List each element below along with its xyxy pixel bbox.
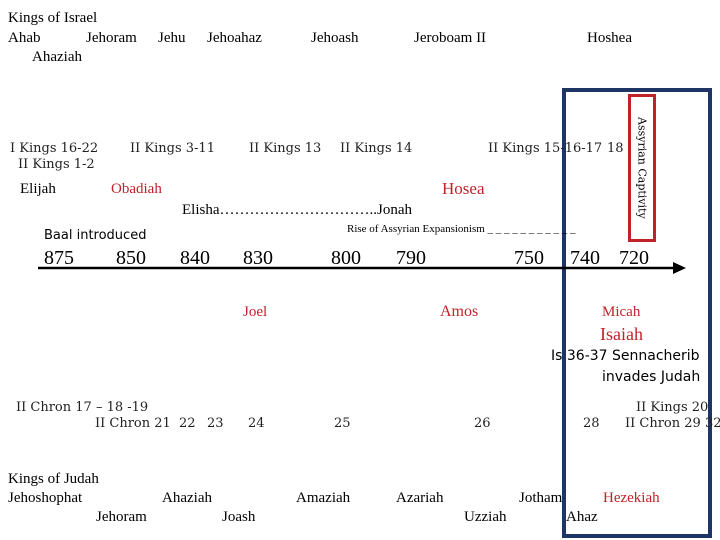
israel-king-jehoram: Jehoram bbox=[86, 30, 137, 46]
year-720: 720 bbox=[619, 247, 649, 269]
judah-king-azariah: Azariah bbox=[396, 490, 444, 506]
assyrian-captivity-label: Assyrian Captivity bbox=[635, 117, 649, 219]
judah-king-hezekiah: Hezekiah bbox=[603, 490, 660, 506]
ref-2chron-21: II Chron 21 bbox=[95, 416, 171, 431]
israel-king-jehoahaz: Jehoahaz bbox=[207, 30, 262, 46]
israel-heading: Kings of Israel bbox=[8, 10, 98, 26]
judah-king-uzziah: Uzziah bbox=[464, 509, 507, 525]
year-840: 840 bbox=[180, 247, 210, 269]
israel-king-hoshea: Hoshea bbox=[587, 30, 632, 46]
prophet-isaiah: Isaiah bbox=[600, 324, 643, 344]
year-790: 790 bbox=[396, 247, 426, 269]
judah-king-ahaziah: Ahaziah bbox=[162, 490, 212, 506]
judah-king-amaziah: Amaziah bbox=[296, 490, 351, 506]
ref-2chron-29-32: II Chron 29 32 bbox=[625, 416, 720, 431]
ref-2kings-3-11: II Kings 3-11 bbox=[130, 141, 215, 156]
ref-2kings-1-2: II Kings 1-2 bbox=[18, 157, 95, 172]
event-assyrian-expansion: Rise of Assyrian Expansionism _ _ _ _ _ … bbox=[347, 223, 576, 235]
prophet-amos: Amos bbox=[440, 303, 479, 320]
event-sennacherib-line2: invades Judah bbox=[602, 369, 701, 385]
year-875: 875 bbox=[44, 247, 74, 269]
prophet-joel: Joel bbox=[243, 304, 268, 320]
judah-king-joash: Joash bbox=[222, 509, 256, 525]
ref-2chron-26: 26 bbox=[474, 416, 491, 431]
judah-king-jehoshophat: Jehoshophat bbox=[8, 490, 83, 506]
ref-2chron-25: 25 bbox=[334, 416, 351, 431]
judah-king-ahaz: Ahaz bbox=[566, 509, 598, 525]
israel-king-jeroboam-ii: Jeroboam II bbox=[414, 30, 487, 46]
assyrian-captivity-box bbox=[628, 94, 656, 242]
judah-heading: Kings of Judah bbox=[8, 471, 99, 487]
ref-2kings-13: II Kings 13 bbox=[249, 141, 322, 156]
ref-2chron-22: 22 bbox=[179, 416, 196, 431]
israel-king-ahaziah: Ahaziah bbox=[32, 49, 82, 65]
israel-king-ahab: Ahab bbox=[8, 30, 41, 46]
event-baal-introduced: Baal introduced bbox=[44, 228, 147, 243]
timeline-arrowhead bbox=[673, 262, 686, 274]
prophet-micah: Micah bbox=[602, 304, 641, 320]
ref-2chron-28: 28 bbox=[583, 416, 600, 431]
ref-2chron-24: 24 bbox=[248, 416, 265, 431]
prophet-hosea: Hosea bbox=[442, 179, 485, 198]
event-sennacherib-line1: Is 36-37 Sennacherib bbox=[551, 348, 700, 364]
prophet-obadiah: Obadiah bbox=[111, 181, 162, 197]
prophets-elisha-jonah: Elisha…………………………..Jonah bbox=[182, 202, 412, 218]
ref-2kings-14: II Kings 14 bbox=[340, 141, 413, 156]
judah-king-jehoram: Jehoram bbox=[96, 509, 147, 525]
year-850: 850 bbox=[116, 247, 146, 269]
judah-king-jotham: Jotham bbox=[519, 490, 563, 506]
year-750: 750 bbox=[514, 247, 544, 269]
ref-1kings-16-22: I Kings 16-22 bbox=[10, 141, 99, 156]
ref-2kings-15-17: II Kings 15-16-17 bbox=[488, 141, 603, 156]
israel-king-jehoash: Jehoash bbox=[311, 30, 359, 46]
year-740: 740 bbox=[570, 247, 600, 269]
hezekiah-era-box bbox=[562, 88, 712, 538]
ref-2chron-23: 23 bbox=[207, 416, 224, 431]
prophet-elijah: Elijah bbox=[20, 181, 56, 197]
year-800: 800 bbox=[331, 247, 361, 269]
year-830: 830 bbox=[243, 247, 273, 269]
ref-2kings-18: 18 bbox=[607, 141, 624, 156]
ref-2kings-20: II Kings 20 bbox=[636, 400, 709, 415]
israel-king-jehu: Jehu bbox=[158, 30, 186, 46]
ref-2chron-17-19: II Chron 17 – 18 -19 bbox=[16, 400, 149, 415]
